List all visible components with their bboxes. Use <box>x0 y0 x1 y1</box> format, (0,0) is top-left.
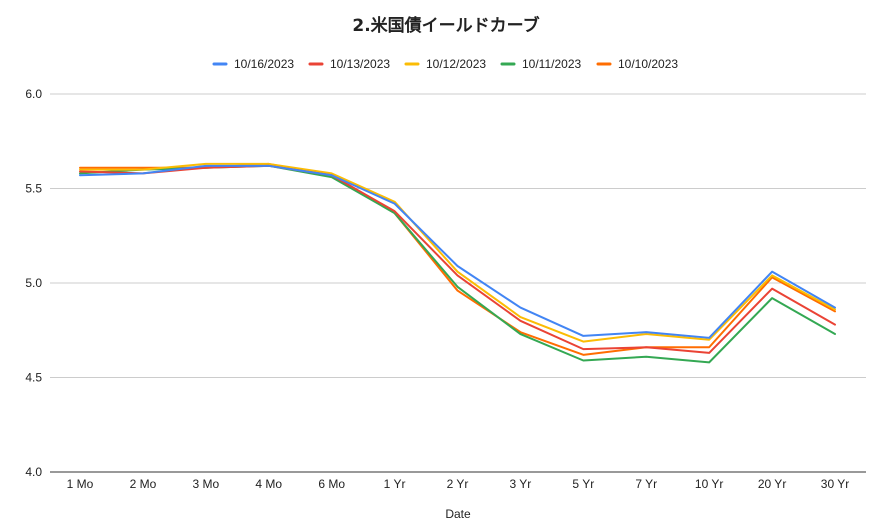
x-axis-title: Date <box>445 507 471 521</box>
gridlines <box>50 93 866 473</box>
y-tick-label: 4.0 <box>25 465 42 479</box>
x-tick-label: 2 Mo <box>130 477 157 491</box>
legend-item: 10/13/2023 <box>308 57 390 71</box>
legend-item: 10/12/2023 <box>404 57 486 71</box>
x-tick-label: 30 Yr <box>821 477 849 491</box>
legend-label: 10/13/2023 <box>330 57 390 71</box>
x-tick-label: 4 Mo <box>255 477 282 491</box>
x-tick-label: 5 Yr <box>572 477 594 491</box>
x-tick-label: 2 Yr <box>447 477 469 491</box>
legend-label: 10/12/2023 <box>426 57 486 71</box>
legend-label: 10/10/2023 <box>618 57 678 71</box>
x-tick-label: 3 Yr <box>510 477 532 491</box>
x-tick-label: 3 Mo <box>192 477 219 491</box>
chart-title: 2.米国債イールドカーブ <box>352 15 539 36</box>
y-tick-label: 5.0 <box>25 276 42 290</box>
legend-item: 10/11/2023 <box>500 57 581 71</box>
legend-item: 10/10/2023 <box>596 57 678 71</box>
x-tick-label: 20 Yr <box>758 477 786 491</box>
legend: 10/16/2023 10/13/2023 10/12/2023 10/11/2023… <box>212 57 678 71</box>
series-line-10-16-2023 <box>79 164 836 339</box>
y-tick-label: 5.5 <box>25 182 42 196</box>
legend-item: 10/16/2023 <box>212 57 294 71</box>
y-axis-ticks: 4.0 4.5 5.0 5.5 6.0 <box>25 87 42 479</box>
x-tick-label: 7 Yr <box>635 477 657 491</box>
series-line-10-13-2023 <box>79 164 836 354</box>
legend-label: 10/16/2023 <box>234 57 294 71</box>
x-tick-label: 1 Mo <box>67 477 94 491</box>
legend-label: 10/11/2023 <box>522 57 581 71</box>
x-tick-label: 1 Yr <box>384 477 406 491</box>
x-tick-label: 6 Mo <box>318 477 345 491</box>
y-tick-label: 4.5 <box>25 371 42 385</box>
x-tick-label: 10 Yr <box>695 477 723 491</box>
y-tick-label: 6.0 <box>25 87 42 101</box>
series-lines <box>79 162 836 364</box>
series-line-10-12-2023 <box>79 162 836 343</box>
x-axis-ticks: 1 Mo 2 Mo 3 Mo 4 Mo 6 Mo 1 Yr 2 Yr 3 Yr 5 Yr 7 Yr… <box>67 477 850 491</box>
